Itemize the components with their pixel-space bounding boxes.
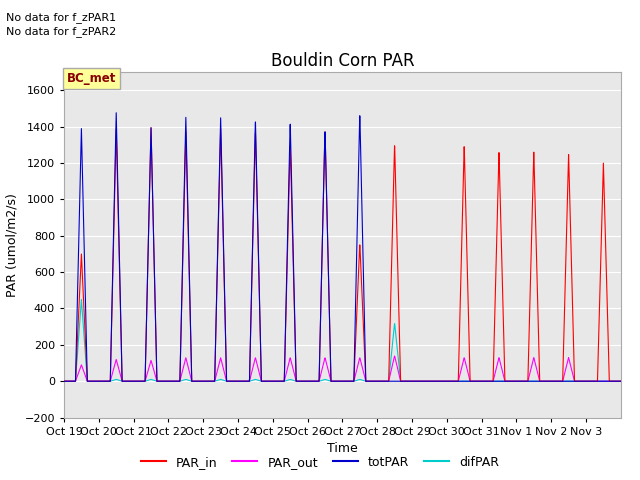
Text: BC_met: BC_met	[67, 72, 116, 85]
X-axis label: Time: Time	[327, 442, 358, 455]
Legend: PAR_in, PAR_out, totPAR, difPAR: PAR_in, PAR_out, totPAR, difPAR	[136, 451, 504, 474]
Text: No data for f_zPAR1: No data for f_zPAR1	[6, 12, 116, 23]
Text: No data for f_zPAR2: No data for f_zPAR2	[6, 26, 116, 37]
Title: Bouldin Corn PAR: Bouldin Corn PAR	[271, 52, 414, 71]
Y-axis label: PAR (umol/m2/s): PAR (umol/m2/s)	[6, 193, 19, 297]
